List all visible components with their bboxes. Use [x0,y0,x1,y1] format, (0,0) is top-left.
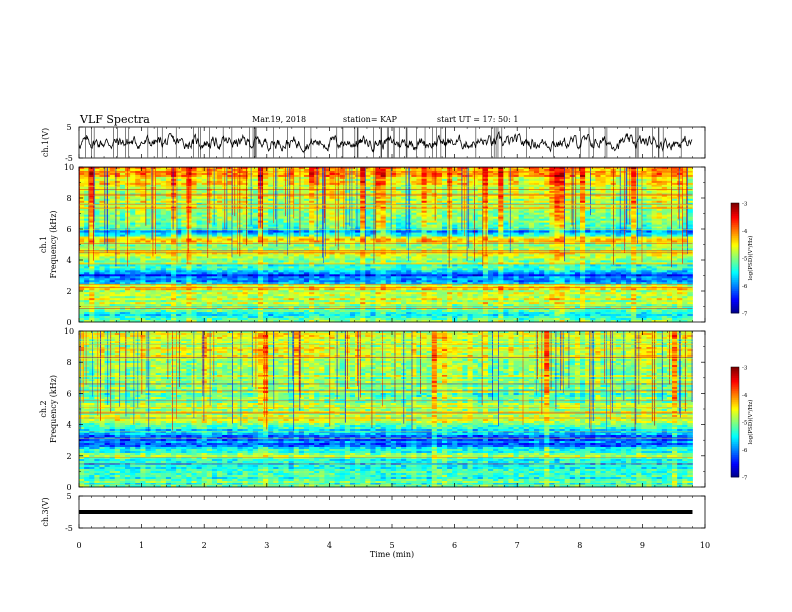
ch1-waveform-series-line [79,132,692,153]
vlf-figure: 5-5ch.1(V)0246810ch.1 Frequency (kHz)-3-4… [0,0,792,612]
ch1-waveform-ylabel: ch.1(V) [41,128,50,157]
ch1-spectrogram-heatmap [79,167,693,322]
ch1-waveform-ytick-label: -5 [65,154,73,163]
ch1-waveform-ytick-label: 5 [66,123,71,132]
